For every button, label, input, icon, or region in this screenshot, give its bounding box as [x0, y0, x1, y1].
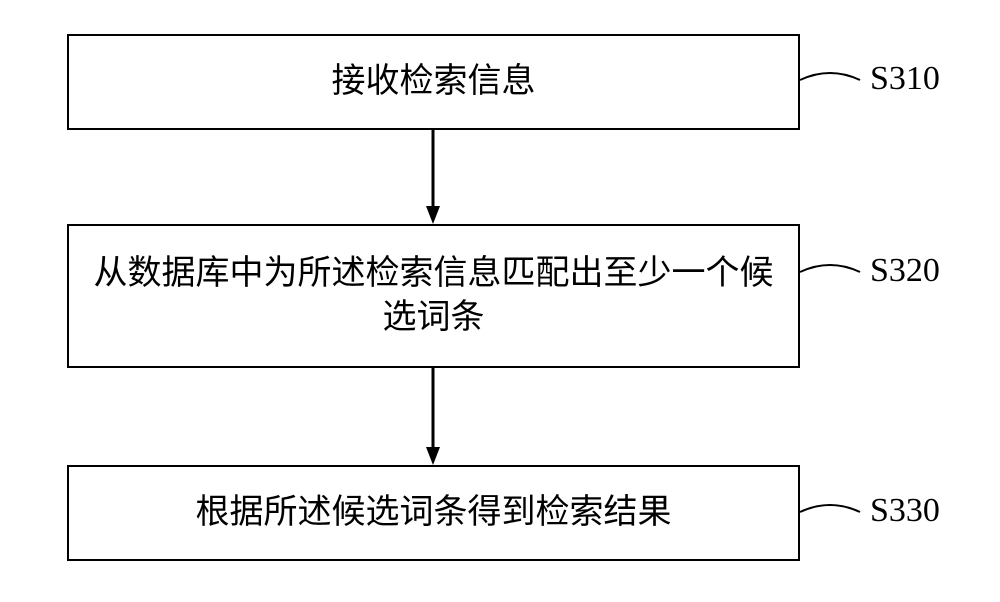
- flowchart-arrow: [0, 0, 1000, 602]
